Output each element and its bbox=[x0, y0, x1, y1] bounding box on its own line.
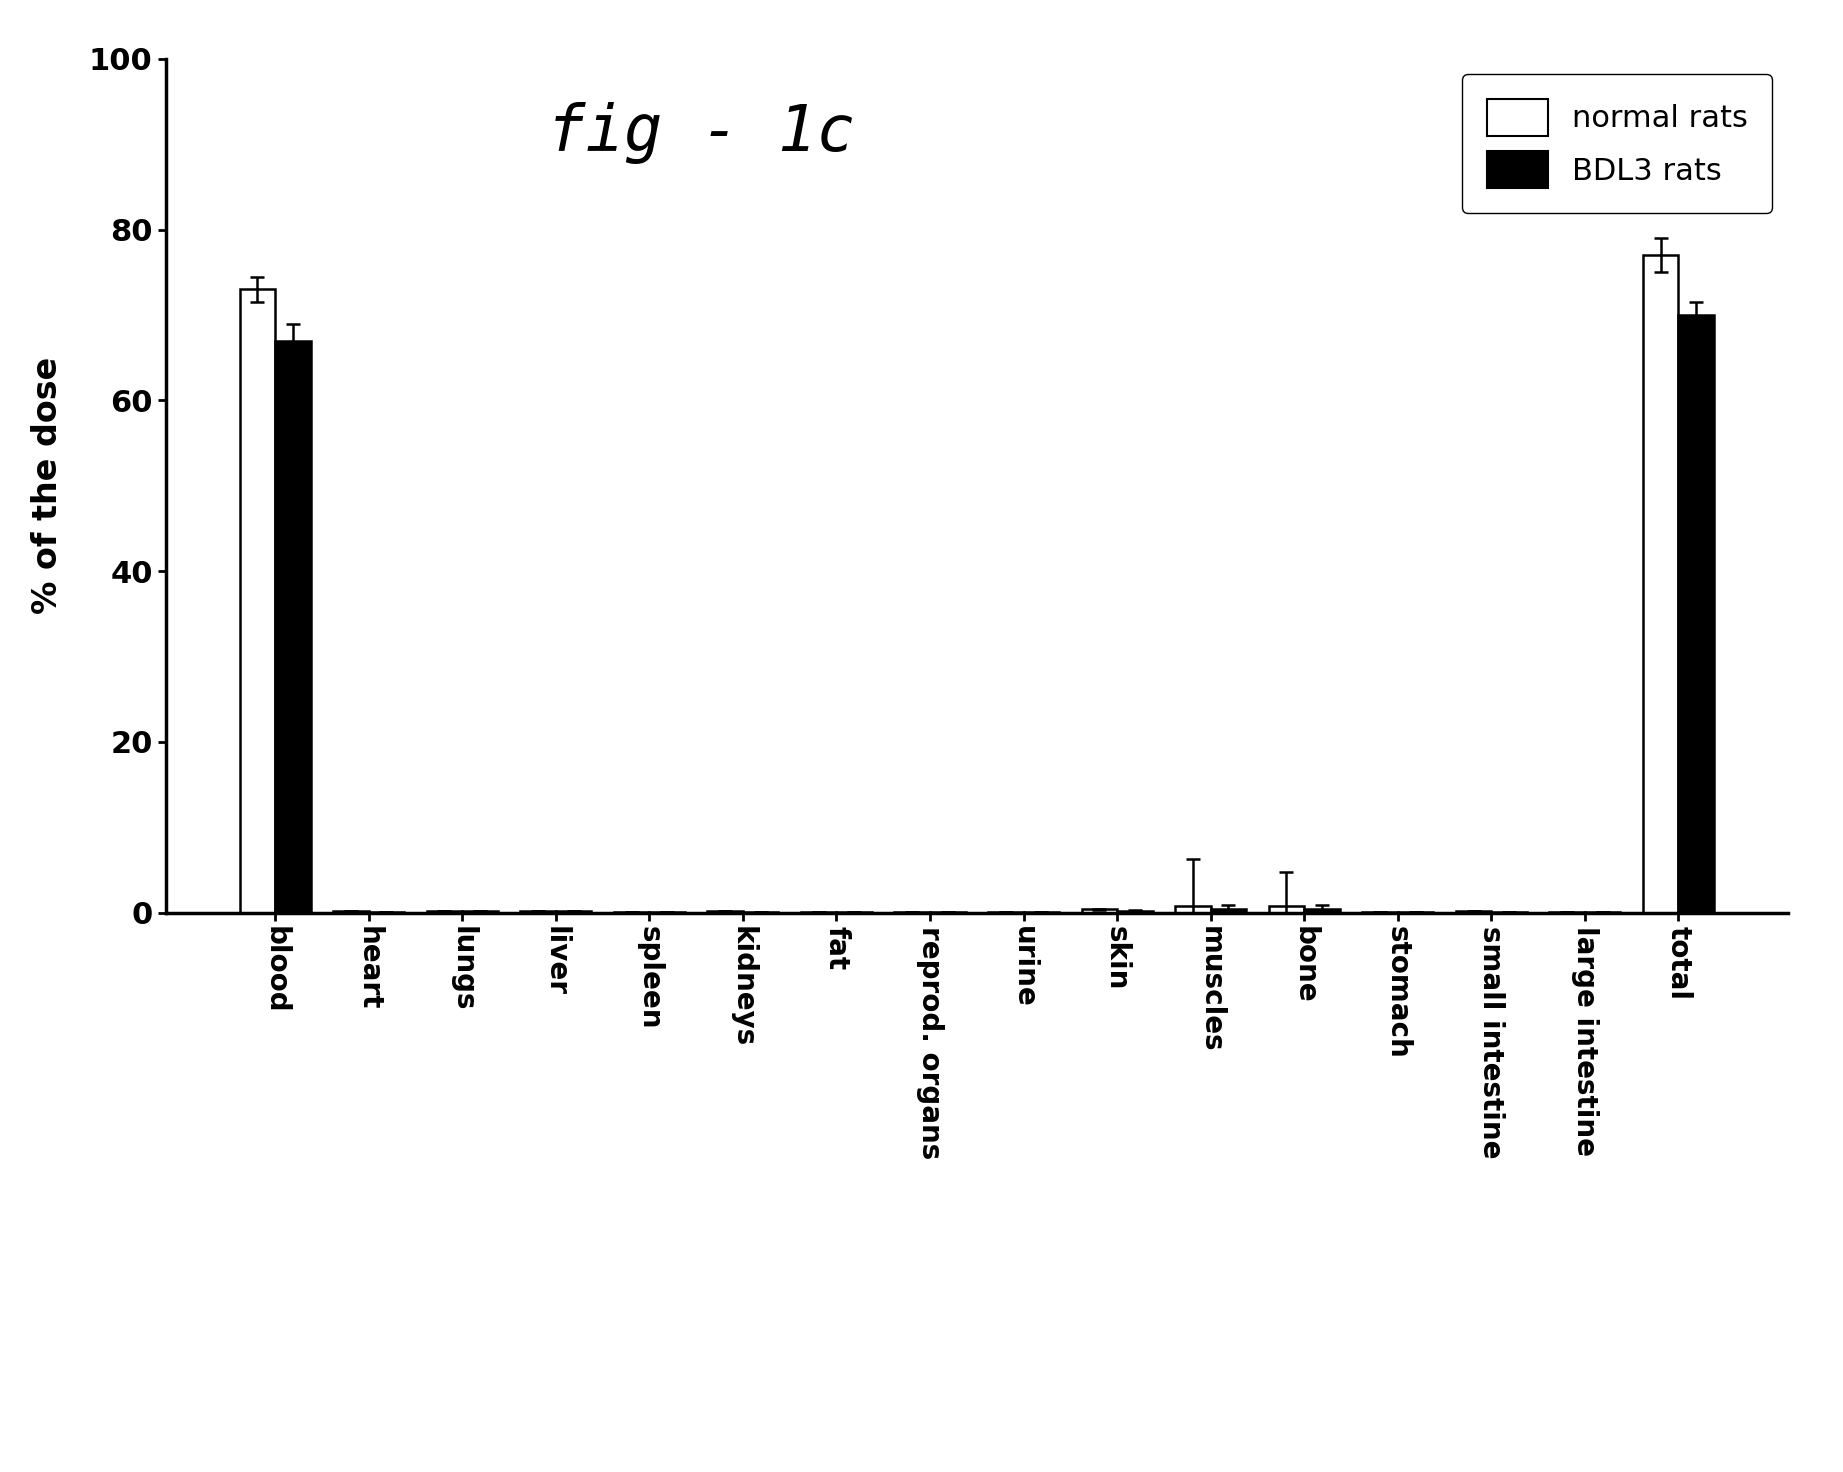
Bar bbox=[520, 911, 557, 913]
Bar bbox=[1117, 911, 1152, 913]
Y-axis label: % of the dose: % of the dose bbox=[31, 358, 65, 614]
Text: fig - 1c: fig - 1c bbox=[547, 102, 855, 163]
Bar bbox=[275, 340, 311, 913]
Bar bbox=[1679, 315, 1714, 913]
Bar bbox=[1268, 905, 1305, 913]
Bar bbox=[1642, 255, 1679, 913]
Bar bbox=[240, 290, 275, 913]
Bar bbox=[1176, 905, 1211, 913]
Legend: normal rats, BDL3 rats: normal rats, BDL3 rats bbox=[1461, 74, 1773, 213]
Bar bbox=[1211, 910, 1246, 913]
Bar bbox=[1305, 910, 1340, 913]
Bar bbox=[428, 911, 463, 913]
Bar bbox=[1082, 910, 1117, 913]
